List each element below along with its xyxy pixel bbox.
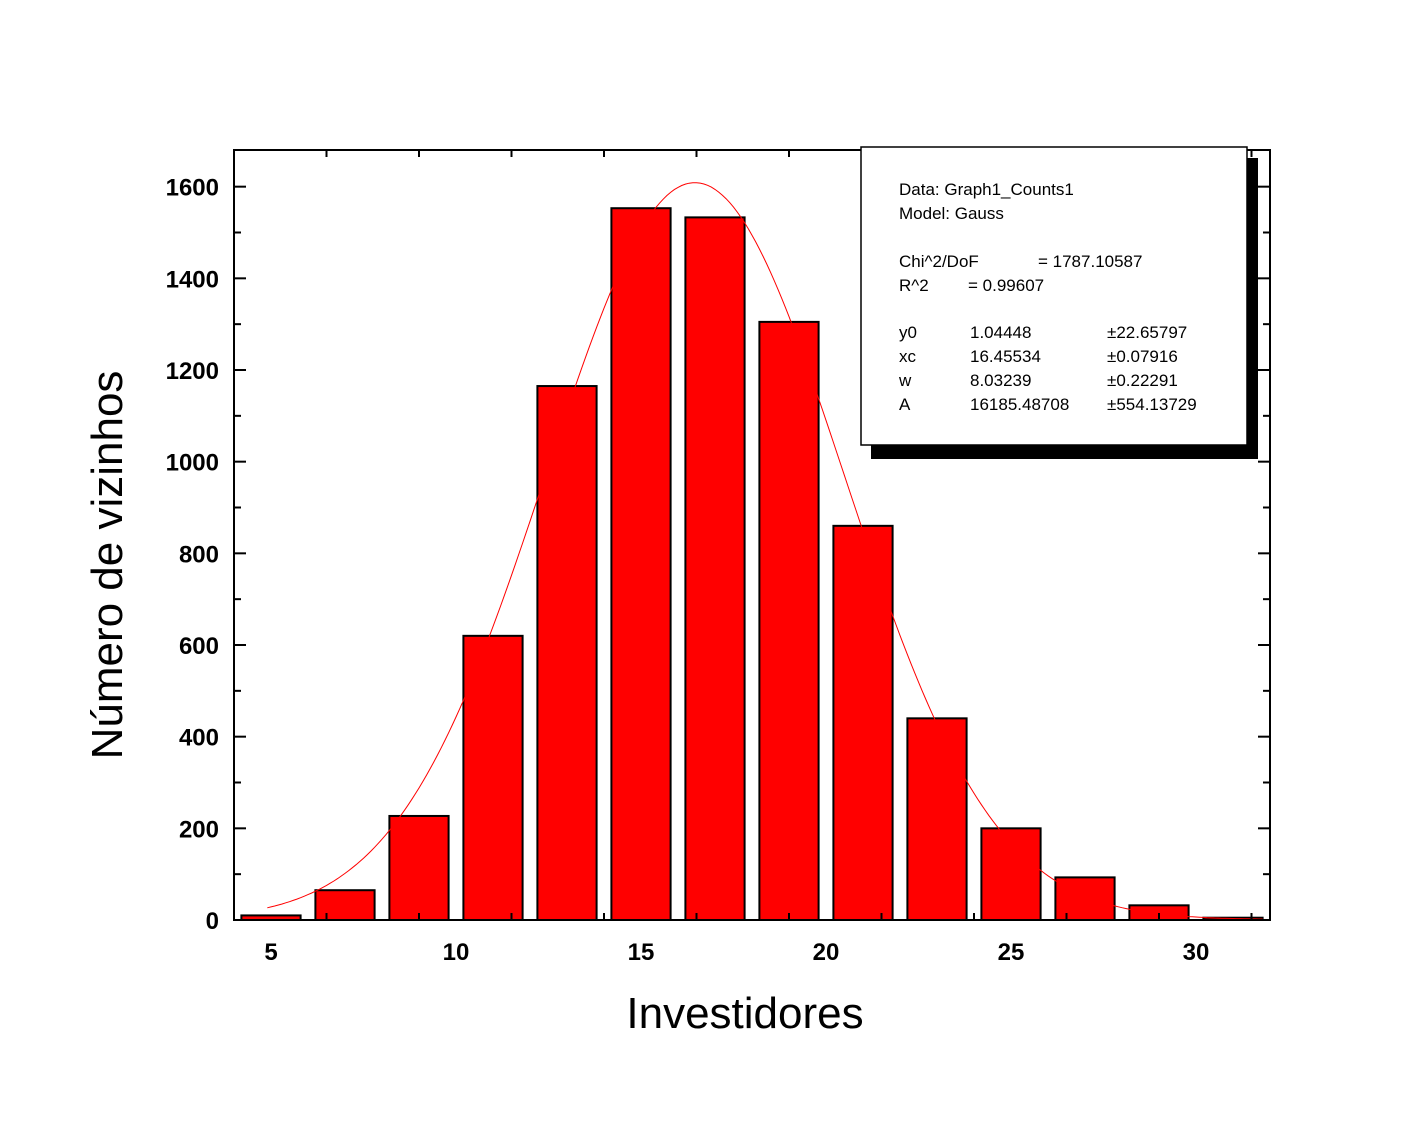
x-tick-label: 25	[998, 939, 1025, 966]
stats-model-label: Model: Gauss	[899, 204, 1004, 223]
stats-a-error: ±554.13729	[1107, 395, 1197, 414]
stats-y0-label: y0	[899, 323, 917, 342]
x-tick-label: 5	[264, 939, 277, 966]
stats-a-label: A	[899, 395, 911, 414]
bar	[758, 320, 820, 921]
stats-chi2-label: Chi^2/DoF	[899, 252, 979, 271]
x-tick-label: 20	[813, 939, 840, 966]
stats-xc-error: ±0.07916	[1107, 347, 1178, 366]
bar	[906, 717, 968, 921]
stats-box-panel	[860, 146, 1248, 446]
y-tick-label: 800	[179, 541, 219, 568]
stats-w-value: 8.03239	[970, 371, 1031, 390]
y-tick-label: 0	[206, 908, 219, 935]
bar	[1054, 876, 1116, 921]
y-axis-ticks: 0 200 400 600 800 1000 1200 1400 1600	[166, 175, 1270, 935]
y-tick-label: 1200	[166, 358, 219, 385]
x-tick-label: 30	[1183, 939, 1210, 966]
y-tick-label: 1600	[166, 175, 219, 202]
bar	[314, 889, 376, 921]
x-tick-label: 15	[628, 939, 655, 966]
y-tick-label: 200	[179, 816, 219, 843]
bar	[610, 207, 672, 922]
bar	[684, 216, 746, 921]
bar	[832, 524, 894, 921]
gauss-fit-curve	[267, 182, 1263, 920]
stats-w-error: ±0.22291	[1107, 371, 1178, 390]
y-tick-label: 1000	[166, 450, 219, 477]
y-tick-label: 400	[179, 725, 219, 752]
x-tick-label: 10	[443, 939, 470, 966]
stats-r2-label: R^2	[899, 276, 929, 295]
stats-w-label: w	[898, 371, 912, 390]
fit-stats-box: Data: Graph1_Counts1 Model: Gauss Chi^2/…	[860, 146, 1258, 459]
stats-xc-value: 16.45534	[970, 347, 1041, 366]
bar	[536, 385, 598, 921]
stats-data-label: Data: Graph1_Counts1	[899, 180, 1074, 199]
y-axis-title: Número de vizinhos	[83, 371, 132, 760]
bar	[388, 814, 450, 921]
stats-chi2-value: = 1787.10587	[1038, 252, 1142, 271]
y-tick-label: 1400	[166, 266, 219, 293]
bar	[980, 827, 1042, 921]
stats-y0-value: 1.04448	[970, 323, 1031, 342]
y-tick-label: 600	[179, 633, 219, 660]
plot-frame	[233, 149, 1271, 921]
bars-layer	[240, 207, 1264, 922]
stats-r2-value: = 0.99607	[968, 276, 1044, 295]
stats-a-value: 16185.48708	[970, 395, 1069, 414]
stats-xc-label: xc	[899, 347, 917, 366]
stats-y0-error: ±22.65797	[1107, 323, 1187, 342]
x-axis-title: Investidores	[626, 989, 863, 1038]
